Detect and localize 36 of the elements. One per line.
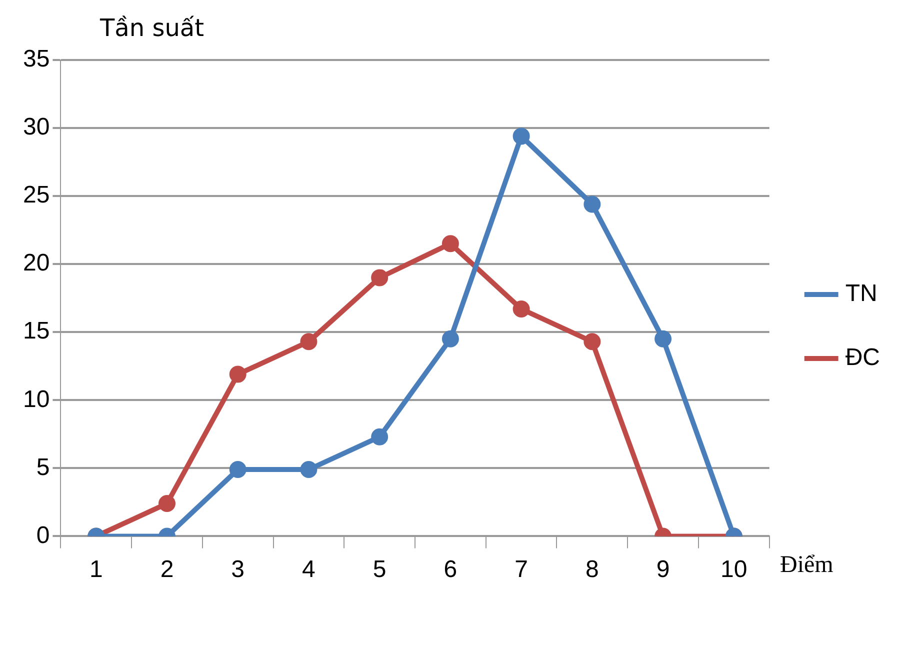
x-tick-label: 9: [656, 556, 670, 584]
point: [229, 366, 246, 383]
point: [512, 300, 530, 318]
y-tick-label: 10: [22, 386, 50, 413]
x-tick-label: 2: [160, 556, 174, 584]
x-tick-label: 5: [372, 556, 386, 584]
point: [442, 235, 459, 252]
x-tick-label: 6: [444, 556, 458, 584]
y-tick-label: 20: [22, 250, 50, 277]
x-tick-label: 1: [89, 556, 103, 584]
point: [512, 128, 530, 145]
point: [442, 330, 459, 348]
y-tick-label: 0: [36, 522, 50, 549]
y-axis-title: Tần suất: [100, 14, 204, 42]
point: [371, 269, 388, 286]
point: [158, 495, 176, 512]
point: [300, 461, 318, 478]
point: [229, 461, 246, 478]
y-tick-label: 25: [22, 182, 50, 209]
point: [300, 333, 318, 350]
x-tick-label: 8: [585, 556, 599, 584]
point: [584, 333, 601, 350]
y-tick-label: 30: [22, 114, 50, 141]
y-tick-label: 15: [22, 318, 50, 345]
y-tick-label: 35: [22, 46, 50, 73]
x-tick-label: 10: [720, 556, 748, 584]
point: [654, 330, 672, 348]
point: [584, 196, 601, 213]
x-tick-label: 4: [302, 556, 316, 584]
y-tick-label: 5: [36, 454, 50, 481]
x-tick-label: 7: [514, 556, 528, 584]
point: [371, 428, 388, 446]
x-tick-label: 3: [231, 556, 245, 584]
legend-label: TN: [845, 280, 878, 308]
legend-label: ĐC: [845, 344, 880, 372]
x-axis-title: Điểm: [780, 552, 834, 579]
